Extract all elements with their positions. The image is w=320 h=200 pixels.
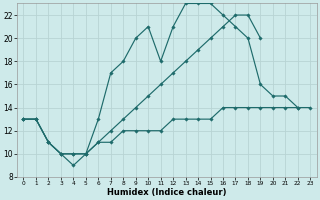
X-axis label: Humidex (Indice chaleur): Humidex (Indice chaleur) <box>107 188 227 197</box>
